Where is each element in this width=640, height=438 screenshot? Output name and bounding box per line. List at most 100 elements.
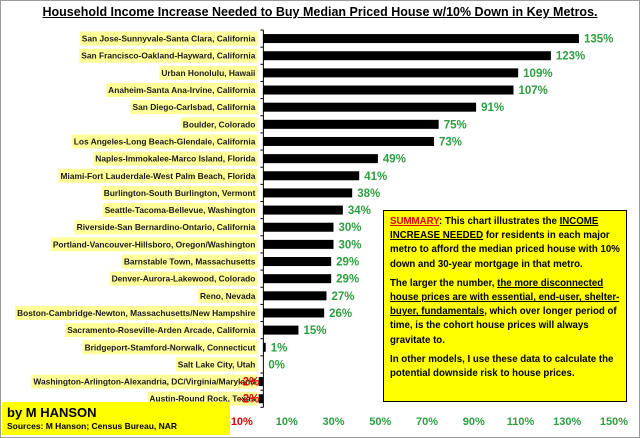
value-label: 38%	[357, 188, 380, 200]
category-highlight	[74, 220, 258, 235]
bar	[263, 325, 299, 335]
author-credit: by M HANSON Sources: M Hanson; Census Bu…	[2, 402, 230, 435]
category-highlight	[121, 254, 258, 269]
value-label: 75%	[444, 119, 467, 131]
category-highlight	[175, 357, 258, 372]
category-label: Anaheim-Santa Ana-Irvine, California	[108, 85, 256, 95]
value-label: 41%	[364, 171, 387, 183]
category-highlight	[65, 323, 258, 338]
x-tick-label: 150%	[600, 416, 628, 428]
value-label: 29%	[336, 257, 359, 269]
category-highlight	[79, 31, 258, 46]
x-tick-label: 50%	[369, 416, 391, 428]
bar	[263, 291, 327, 301]
category-label: Naples-Immokalee-Marco Island, Florida	[95, 154, 255, 164]
bar	[263, 51, 551, 61]
bar	[263, 308, 325, 318]
bar	[263, 257, 332, 267]
sources-line: Sources: M Hanson; Census Bureau, NAR	[7, 421, 178, 431]
category-highlight	[101, 185, 258, 200]
category-highlight	[79, 48, 258, 63]
bar	[263, 239, 334, 249]
summary-box: SUMMARY: This chart illustrates the INCO…	[383, 210, 627, 402]
chart-title: Household Income Increase Needed to Buy …	[42, 5, 598, 19]
category-highlight	[180, 117, 258, 132]
summary-p1-rest: for residents in each major metro to aff…	[390, 230, 620, 270]
category-label: San Francisco-Oakland-Hayward, Californi…	[81, 51, 255, 61]
x-tick-label: 30%	[322, 416, 344, 428]
bar	[258, 394, 264, 404]
category-highlight	[93, 151, 258, 166]
value-label: 49%	[383, 154, 406, 166]
x-tick-label: 70%	[416, 416, 438, 428]
bar	[263, 342, 266, 352]
category-highlight	[71, 134, 258, 149]
bar	[263, 154, 378, 164]
category-highlight	[58, 168, 258, 183]
value-label: 15%	[303, 325, 326, 337]
category-label: Austin-Round Rock, Texas	[149, 394, 255, 404]
category-highlight	[15, 305, 258, 320]
value-label: 91%	[481, 102, 504, 114]
category-highlight	[102, 203, 258, 218]
value-label: 0%	[268, 359, 285, 371]
value-label: 109%	[523, 68, 552, 80]
category-label: Urban Honolulu, Hawaii	[161, 68, 255, 78]
summary-p2-c: , which over longer period of time, is t…	[390, 306, 617, 346]
bar	[263, 34, 579, 44]
summary-paragraph-3: In other models, I use these data to cal…	[390, 353, 614, 380]
category-label: San Jose-Sunnyvale-Santa Clara, Californ…	[82, 34, 256, 44]
category-highlight	[197, 288, 258, 303]
bar	[258, 377, 264, 387]
bar	[263, 171, 360, 181]
author-name: by M HANSON	[7, 405, 97, 420]
category-label: Denver-Aurora-Lakewood, Colorado	[112, 274, 256, 284]
x-tick-label: 90%	[463, 416, 485, 428]
category-label: Sacramento-Roseville-Arden Arcade, Calif…	[67, 325, 256, 335]
category-label: Washington-Arlington-Alexandria, DC/Virg…	[33, 377, 255, 387]
bar	[263, 119, 439, 129]
category-label: Burlington-South Burlington, Vermont	[104, 188, 256, 198]
category-label: Los Angeles-Long Beach-Glendale, Califor…	[74, 136, 256, 146]
value-label: 29%	[336, 274, 359, 286]
bar	[263, 136, 435, 146]
category-label: Seattle-Tacoma-Bellevue, Washington	[105, 205, 256, 215]
bar	[263, 188, 353, 198]
bar	[263, 68, 519, 78]
category-label: San Diego-Carlsbad, California	[133, 102, 256, 112]
category-highlight	[50, 237, 258, 252]
category-highlight	[31, 374, 258, 389]
value-label: 107%	[518, 85, 547, 97]
value-label: 73%	[439, 136, 462, 148]
summary-p1-text: : This chart illustrates the	[438, 216, 560, 227]
category-highlight	[109, 271, 258, 286]
value-label: 26%	[329, 308, 352, 320]
category-highlight	[130, 100, 258, 115]
category-label: Miami-Fort Lauderdale-West Palm Beach, F…	[61, 171, 256, 181]
bar	[263, 274, 332, 284]
value-label: -2%	[239, 394, 259, 406]
category-highlight	[82, 340, 258, 355]
category-label: Riverside-San Bernardino-Ontario, Califo…	[77, 222, 256, 232]
value-label: 30%	[339, 222, 362, 234]
bar	[263, 222, 334, 232]
x-tick-label: 130%	[553, 416, 581, 428]
summary-p2-a: The larger the number,	[390, 277, 498, 289]
value-label: -2%	[239, 377, 259, 389]
value-label: 30%	[339, 239, 362, 251]
category-label: Portland-Vancouver-Hillsboro, Oregon/Was…	[53, 239, 256, 249]
category-label: Boulder, Colorado	[183, 119, 256, 129]
value-label: 34%	[348, 205, 371, 217]
x-tick-label: 110%	[507, 416, 535, 428]
x-tick-label: 10%	[276, 416, 298, 428]
category-label: Bridgeport-Stamford-Norwalk, Connecticut	[85, 342, 256, 352]
category-highlight	[106, 83, 258, 98]
value-label: 1%	[271, 342, 288, 354]
category-label: Salt Lake City, Utah	[178, 359, 256, 369]
bar	[263, 205, 343, 215]
value-label: 27%	[331, 291, 354, 303]
value-label: 123%	[556, 51, 585, 63]
value-label: 135%	[584, 34, 613, 46]
x-tick-label: -10%	[227, 416, 253, 428]
